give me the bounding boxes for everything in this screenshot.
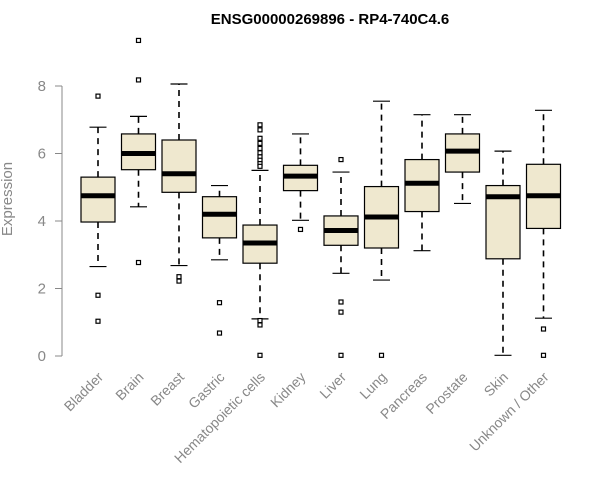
outlier-point — [257, 322, 263, 328]
outlier-point — [257, 145, 263, 152]
outlier-point — [257, 140, 263, 146]
y-tick-label: 8 — [38, 78, 46, 95]
outlier-point — [257, 163, 263, 169]
outlier-point — [95, 318, 101, 324]
box-liver — [323, 156, 359, 358]
x-tick-label: Breast — [147, 369, 187, 409]
outlier-point — [540, 352, 547, 358]
boxes — [80, 37, 562, 358]
box-hematopoietic-cells — [242, 122, 278, 358]
box-breast — [161, 83, 197, 284]
outlier-point — [257, 150, 263, 156]
outlier-point — [135, 259, 142, 266]
outlier-point — [378, 352, 385, 358]
box-pancreas — [404, 114, 440, 252]
box-kidney — [282, 133, 319, 233]
outlier-point — [338, 299, 344, 305]
chart-title: ENSG00000269896 - RP4-740C4.6 — [211, 11, 450, 28]
x-tick-label: Skin — [481, 369, 512, 400]
outlier-point — [338, 352, 344, 358]
box-prostate — [444, 114, 481, 205]
y-tick-label: 0 — [38, 348, 46, 365]
outlier-point — [95, 93, 101, 99]
x-tick-label: Prostate — [422, 369, 470, 417]
outlier-point — [257, 122, 263, 128]
x-tick-label: Bladder — [61, 369, 107, 415]
outlier-point — [176, 274, 182, 280]
outlier-point — [540, 326, 547, 332]
box-gastric — [201, 184, 238, 336]
outlier-point — [338, 309, 344, 315]
box-skin — [485, 150, 521, 356]
outlier-point — [297, 226, 304, 233]
outlier-point — [257, 127, 263, 133]
y-tick-label: 2 — [38, 281, 46, 298]
outlier-point — [95, 292, 101, 298]
outlier-point — [257, 135, 263, 141]
outlier-point — [176, 278, 182, 284]
x-tick-label: Brain — [112, 369, 146, 403]
x-tick-label: Lung — [356, 369, 389, 402]
box-lung — [363, 100, 400, 358]
y-axis-label: Expression — [0, 162, 16, 236]
box-bladder — [80, 93, 116, 324]
box-unknown-other — [525, 109, 562, 358]
outlier-point — [216, 330, 223, 336]
x-tick-label: Liver — [316, 369, 349, 402]
outlier-point — [135, 37, 142, 44]
iqr-box — [80, 176, 116, 223]
y-tick-label: 6 — [38, 146, 46, 163]
x-tick-label: Kidney — [267, 369, 309, 411]
outlier-point — [338, 156, 344, 163]
y-axis: 0 2 4 6 8 — [38, 78, 63, 365]
iqr-box — [161, 139, 197, 193]
box-brain — [120, 37, 157, 266]
outlier-point — [257, 352, 263, 358]
iqr-box — [201, 196, 238, 239]
outlier-point — [135, 77, 142, 83]
outlier-point — [216, 300, 223, 306]
y-tick-label: 4 — [38, 213, 46, 230]
outlier-point — [257, 317, 263, 324]
